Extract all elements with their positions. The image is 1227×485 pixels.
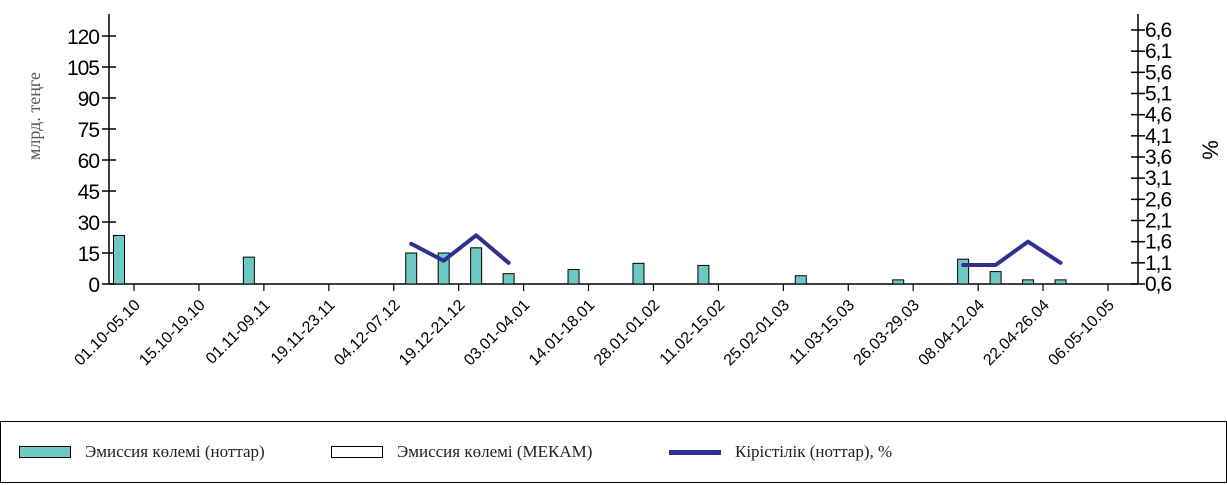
chart-svg: 0 15 30 45 60 75 90 105 120 0,61,11,62,12,63,13,6… <box>24 14 1223 369</box>
y-right-tick-label: 1,6 <box>1145 231 1172 254</box>
y-left-tick-label: 30 <box>78 212 100 235</box>
y-left-tick-label: 15 <box>78 243 100 266</box>
y-right-tick-label: 6,1 <box>1145 40 1172 63</box>
y-right-axis-title: % <box>1198 140 1223 160</box>
yield-line-segment <box>961 239 1063 267</box>
x-tick-label: 06.05-10.05 <box>1045 297 1117 369</box>
x-tick-label: 15.10-19.10 <box>136 297 208 369</box>
y-right-tick-label: 4,1 <box>1145 125 1172 148</box>
x-tick-label: 19.11-23.11 <box>268 297 339 368</box>
legend-item-mekam: Эмиссия көлемі (МЕКАМ) <box>331 442 592 462</box>
x-tick-label: 14.01-18.01 <box>526 297 598 369</box>
y-left-tick-label: 90 <box>78 88 100 111</box>
legend-swatch-notes <box>19 446 71 458</box>
bar-notes-volume <box>1022 279 1035 285</box>
x-tick-label: 01.11-09.11 <box>203 297 274 368</box>
y-left-tick-label: 105 <box>67 57 99 80</box>
y-right-tick-label: 0,6 <box>1145 273 1172 296</box>
legend-label-mekam: Эмиссия көлемі (МЕКАМ) <box>397 442 593 461</box>
y-right-tick-label: 2,6 <box>1145 188 1172 211</box>
x-tick-label: 11.03-15.03 <box>787 297 859 369</box>
y-right-tick-label: 1,1 <box>1145 252 1172 275</box>
y-left-axis-title: млрд. теңге <box>24 72 44 160</box>
bar-notes-volume <box>502 273 515 285</box>
bar-notes-volume <box>989 271 1002 285</box>
y-right-tick-label: 6,6 <box>1145 19 1172 42</box>
x-tick-label: 19.12-21.12 <box>396 297 468 369</box>
x-tick-label: 25.02-01.03 <box>721 297 793 369</box>
legend-item-yield: Кірістілік (ноттар), % <box>669 442 892 462</box>
bar-notes-volume <box>242 256 255 285</box>
bar-notes-volume <box>697 264 710 285</box>
y-left-tick-label: 75 <box>78 119 100 142</box>
bar-notes-volume <box>113 234 125 285</box>
legend-swatch-yield <box>669 449 721 455</box>
bar-notes-volume <box>437 252 450 285</box>
x-tick-label: 22.04-26.04 <box>980 297 1052 369</box>
x-tick-label: 11.02-15.02 <box>657 297 729 369</box>
bar-notes-volume <box>957 258 970 285</box>
bar-notes-volume <box>405 252 418 285</box>
y-right-tick-label: 3,1 <box>1145 167 1172 190</box>
x-tick-label: 03.01-04.01 <box>461 297 533 369</box>
chart-legend: Эмиссия көлемі (ноттар) Эмиссия көлемі (… <box>0 421 1227 483</box>
bar-notes-volume <box>567 269 580 285</box>
y-right-tick-label: 2,1 <box>1145 210 1172 233</box>
y-left-tick-label: 120 <box>67 26 99 49</box>
y-right-tick-label: 4,6 <box>1145 104 1172 127</box>
bar-notes-volume <box>470 247 483 285</box>
legend-swatch-mekam <box>331 446 383 458</box>
y-right-tick-label: 5,6 <box>1145 61 1172 84</box>
y-left-tick-label: 45 <box>78 181 100 204</box>
bar-notes-volume <box>1054 279 1067 285</box>
y-right-tick-label: 5,1 <box>1145 83 1172 106</box>
y-left-tick-label: 60 <box>78 150 100 173</box>
bar-notes-volume <box>632 262 645 285</box>
y-right-tick-label: 3,6 <box>1145 146 1172 169</box>
bar-notes-volume <box>794 275 807 285</box>
bar-notes-volume <box>892 279 905 285</box>
x-tick-label: 28.01-01.02 <box>591 297 663 369</box>
x-tick-label: 01.10-05.10 <box>71 297 143 369</box>
x-tick-label: 26.03-29.03 <box>851 297 923 369</box>
yield-line-segment <box>409 233 511 265</box>
legend-label-yield: Кірістілік (ноттар), % <box>735 442 893 461</box>
x-tick-label: 08.04-12.04 <box>916 297 988 369</box>
y-left-tick-label: 0 <box>88 274 99 297</box>
legend-label-notes: Эмиссия көлемі (ноттар) <box>85 442 265 461</box>
legend-item-notes: Эмиссия көлемі (ноттар) <box>19 442 265 462</box>
x-tick-label: 04.12-07.12 <box>331 297 403 369</box>
